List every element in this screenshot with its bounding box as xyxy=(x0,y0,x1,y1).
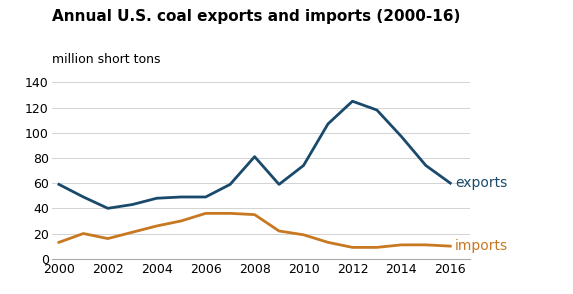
Text: exports: exports xyxy=(455,176,508,190)
Text: Annual U.S. coal exports and imports (2000-16): Annual U.S. coal exports and imports (20… xyxy=(52,9,460,24)
Text: million short tons: million short tons xyxy=(52,53,160,66)
Text: imports: imports xyxy=(455,239,508,253)
